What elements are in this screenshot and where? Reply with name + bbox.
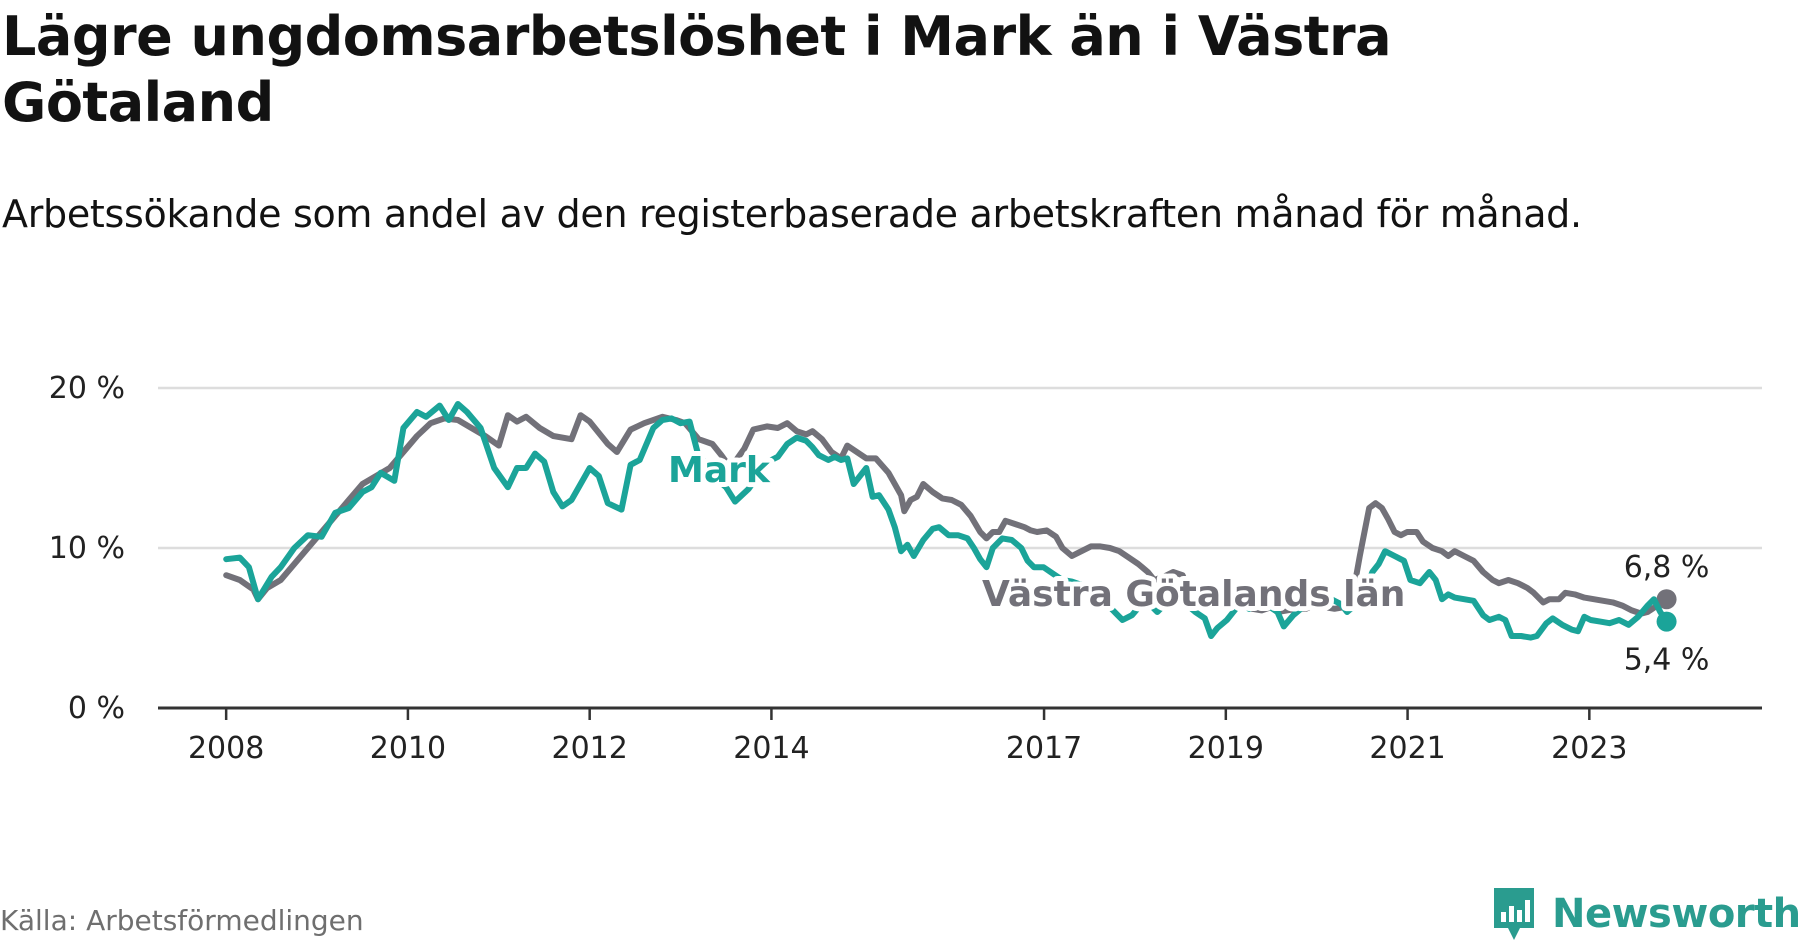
end-marker-mark — [1656, 611, 1677, 632]
x-tick-label: 2021 — [1369, 731, 1445, 766]
newsworthy-logo-icon — [1494, 888, 1534, 940]
x-tick-label: 2012 — [551, 731, 627, 766]
gridlines — [158, 386, 1762, 550]
chart-title: Lägre ungdomsarbetslöshet i Mark än i Vä… — [2, 5, 1392, 134]
x-tick-label: 2010 — [370, 731, 446, 766]
series-lines — [223, 401, 1677, 641]
end-value-label-mark: 5,4 % — [1624, 643, 1710, 678]
x-axis: 2008 2010 2012 2014 2017 2019 2021 2023 — [158, 706, 1762, 766]
source-note: Källa: Arbetsförmedlingen — [0, 904, 364, 937]
series-line-vg — [223, 412, 1670, 617]
y-tick-label: 10 % — [49, 531, 125, 566]
x-tick-label: 2019 — [1188, 731, 1264, 766]
y-tick-label: 20 % — [49, 371, 125, 406]
series-label-vg: Västra Götalands län — [982, 574, 1405, 615]
brand-name: Newsworthy — [1552, 891, 1800, 937]
line-chart: 0 % 10 % 20 % 2008 2010 2012 2014 2017 2019 2021… — [49, 371, 1762, 766]
series-labels: 6,8 % 5,4 % Mark Västra Götalands län — [663, 445, 1713, 682]
chart-subtitle: Arbetssökande som andel av den registerb… — [2, 192, 1582, 236]
y-axis-labels: 0 % 10 % 20 % — [49, 371, 125, 726]
end-value-label-vg: 6,8 % — [1624, 550, 1710, 585]
x-tick-label: 2008 — [188, 731, 264, 766]
x-tick-label: 2017 — [1006, 731, 1082, 766]
y-tick-label: 0 % — [68, 691, 125, 726]
x-tick-label: 2023 — [1551, 731, 1627, 766]
newsworthy-logo[interactable]: Newsworthy — [1490, 884, 1800, 944]
end-marker-vg — [1656, 589, 1677, 610]
series-label-mark: Mark — [668, 450, 771, 491]
series-line-mark — [223, 401, 1670, 641]
x-tick-label: 2014 — [733, 731, 809, 766]
